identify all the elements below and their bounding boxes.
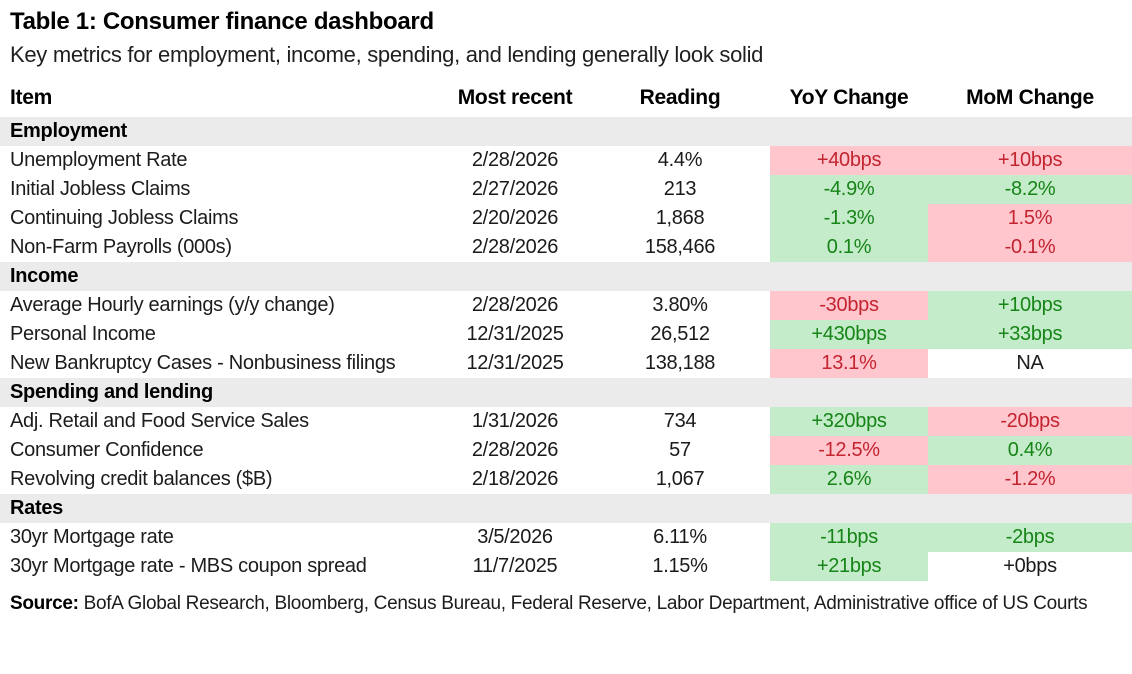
metric-name-cell: Non-Farm Payrolls (000s)	[10, 236, 232, 258]
mom-change-cell: 0.4%	[928, 436, 1132, 465]
mom-change-cell: -2bps	[928, 523, 1132, 552]
section-row: Income	[0, 262, 1132, 291]
source-note: Source: BofA Global Research, Bloomberg,…	[0, 581, 1132, 615]
table-row: Unemployment Rate 2/28/2026 4.4% +40bps +10b…	[0, 146, 1132, 175]
reading-cell: 158,466	[644, 236, 716, 258]
table-row: Average Hourly earnings (y/y change) 2/28…	[0, 291, 1132, 320]
source-label: Source:	[10, 593, 79, 614]
table-subtitle: Key metrics for employment, income, spen…	[10, 42, 764, 67]
yoy-change-cell: -11bps	[770, 523, 928, 552]
table-row: Initial Jobless Claims 2/27/2026 213 -4.9% -…	[0, 175, 1132, 204]
section-row: Employment	[0, 117, 1132, 146]
table-header-row: Item Most recent Reading YoY Change MoM …	[0, 84, 1132, 117]
reading-cell: 1,067	[655, 468, 705, 490]
most-recent-cell: 2/20/2026	[471, 207, 559, 229]
table-row: New Bankruptcy Cases - Nonbusiness filin…	[0, 349, 1132, 378]
reading-cell: 734	[663, 410, 697, 432]
section-row: Spending and lending	[0, 378, 1132, 407]
reading-cell: 1,868	[655, 207, 705, 229]
most-recent-cell: 2/28/2026	[471, 294, 559, 316]
most-recent-cell: 2/28/2026	[471, 236, 559, 258]
yoy-change-cell: -12.5%	[770, 436, 928, 465]
metric-name-cell: Adj. Retail and Food Service Sales	[10, 410, 309, 432]
yoy-change-cell: 2.6%	[770, 465, 928, 494]
metric-name-cell: Personal Income	[10, 323, 156, 345]
table-title: Table 1: Consumer finance dashboard	[10, 8, 434, 35]
table-row: Personal Income 12/31/2025 26,512 +430bps +3…	[0, 320, 1132, 349]
table-row: Continuing Jobless Claims 2/20/2026 1,868 -…	[0, 204, 1132, 233]
column-header-reading: Reading	[639, 86, 721, 109]
section-name: Spending and lending	[0, 378, 1132, 407]
mom-change-cell: +10bps	[928, 146, 1132, 175]
most-recent-cell: 2/18/2026	[471, 468, 559, 490]
reading-cell: 57	[669, 439, 691, 461]
reading-cell: 3.80%	[652, 294, 708, 316]
table-row: Consumer Confidence 2/28/2026 57 -12.5% 0.4%	[0, 436, 1132, 465]
mom-change-cell: +10bps	[928, 291, 1132, 320]
consumer-finance-table: Item Most recent Reading YoY Change MoM …	[0, 84, 1132, 581]
section-name: Employment	[0, 117, 1132, 146]
yoy-change-cell: 13.1%	[770, 349, 928, 378]
table-row: 30yr Mortgage rate - MBS coupon spread 11…	[0, 552, 1132, 581]
table-row: Adj. Retail and Food Service Sales 1/31/2…	[0, 407, 1132, 436]
reading-cell: 4.4%	[657, 149, 703, 171]
metric-name-cell: Continuing Jobless Claims	[10, 207, 239, 229]
mom-change-cell: -0.1%	[928, 233, 1132, 262]
most-recent-cell: 2/27/2026	[471, 178, 559, 200]
table-row: Revolving credit balances ($B) 2/18/2026 1…	[0, 465, 1132, 494]
reading-cell: 26,512	[650, 323, 710, 345]
metric-name-cell: New Bankruptcy Cases - Nonbusiness filin…	[10, 352, 396, 374]
most-recent-cell: 2/28/2026	[471, 439, 559, 461]
most-recent-cell: 1/31/2026	[471, 410, 559, 432]
most-recent-cell: 11/7/2025	[472, 555, 558, 577]
section-name: Rates	[0, 494, 1132, 523]
column-header-yoy-change: YoY Change	[789, 86, 909, 109]
table-body: Employment Unemployment Rate 2/28/2026 4.4%…	[0, 117, 1132, 581]
mom-change-cell: -8.2%	[928, 175, 1132, 204]
mom-change-cell: 1.5%	[928, 204, 1132, 233]
reading-cell: 1.15%	[652, 555, 708, 577]
metric-name-cell: 30yr Mortgage rate - MBS coupon spread	[10, 555, 367, 577]
metric-name-cell: Unemployment Rate	[10, 149, 188, 171]
column-header-item: Item	[10, 86, 52, 109]
metric-name-cell: Consumer Confidence	[10, 439, 204, 461]
yoy-change-cell: -4.9%	[770, 175, 928, 204]
mom-change-cell: -1.2%	[928, 465, 1132, 494]
yoy-change-cell: -1.3%	[770, 204, 928, 233]
most-recent-cell: 12/31/2025	[466, 352, 564, 374]
metric-name-cell: 30yr Mortgage rate	[10, 526, 174, 548]
table-row: 30yr Mortgage rate 3/5/2026 6.11% -11bps -2b…	[0, 523, 1132, 552]
metric-name-cell: Revolving credit balances ($B)	[10, 468, 273, 490]
yoy-change-cell: +430bps	[770, 320, 928, 349]
mom-change-cell: +0bps	[928, 552, 1132, 581]
yoy-change-cell: 0.1%	[770, 233, 928, 262]
reading-cell: 6.11%	[653, 526, 707, 548]
yoy-change-cell: +40bps	[770, 146, 928, 175]
column-header-most-recent: Most recent	[457, 86, 573, 109]
most-recent-cell: 3/5/2026	[477, 526, 553, 548]
most-recent-cell: 2/28/2026	[471, 149, 559, 171]
reading-cell: 213	[663, 178, 697, 200]
most-recent-cell: 12/31/2025	[466, 323, 564, 345]
column-header-mom-change: MoM Change	[966, 86, 1094, 109]
yoy-change-cell: +320bps	[770, 407, 928, 436]
mom-change-cell: -20bps	[928, 407, 1132, 436]
table-row: Non-Farm Payrolls (000s) 2/28/2026 158,466…	[0, 233, 1132, 262]
yoy-change-cell: +21bps	[770, 552, 928, 581]
metric-name-cell: Initial Jobless Claims	[10, 178, 191, 200]
metric-name-cell: Average Hourly earnings (y/y change)	[10, 294, 335, 316]
mom-change-cell: +33bps	[928, 320, 1132, 349]
mom-change-cell: NA	[928, 349, 1132, 378]
yoy-change-cell: -30bps	[770, 291, 928, 320]
section-row: Rates	[0, 494, 1132, 523]
reading-cell: 138,188	[644, 352, 716, 374]
report-page: Table 1: Consumer finance dashboard Key …	[0, 8, 1132, 615]
section-name: Income	[0, 262, 1132, 291]
source-text: BofA Global Research, Bloomberg, Census …	[78, 593, 1088, 614]
